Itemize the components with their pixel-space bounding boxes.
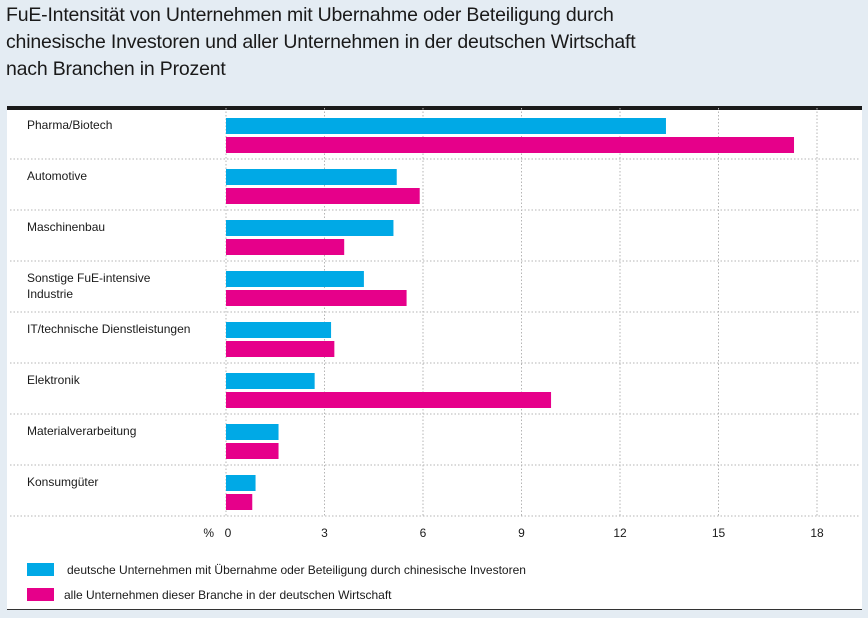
title-line-1: FuE-Intensität von Unternehmen mit Ubern… — [6, 4, 614, 26]
x-tick-label: 9 — [518, 526, 525, 540]
bar-chinese-investors — [226, 271, 364, 287]
category-label: Pharma/Biotech — [27, 118, 112, 132]
bar-all-companies — [226, 392, 552, 408]
category-label: Sonstige FuE-intensive — [27, 271, 151, 285]
x-axis-unit-label: % — [203, 526, 214, 540]
x-tick-label: 15 — [712, 526, 726, 540]
bar-all-companies — [226, 188, 420, 204]
category-label: Industrie — [27, 287, 73, 301]
bar-chinese-investors — [226, 118, 666, 134]
chart-panel — [7, 106, 862, 610]
category-label: Maschinenbau — [27, 220, 105, 234]
bar-all-companies — [226, 494, 253, 510]
x-tick-label: 0 — [225, 526, 232, 540]
x-tick-label: 3 — [321, 526, 328, 540]
title-line-2: chinesische Investoren und aller Unterne… — [6, 31, 636, 53]
legend-label: deutsche Unternehmen mit Übernahme oder … — [67, 563, 526, 577]
category-label: Konsumgüter — [27, 475, 98, 489]
bar-chinese-investors — [226, 475, 256, 491]
category-label: IT/technische Dienstleistungen — [27, 322, 190, 336]
x-tick-label: 12 — [613, 526, 627, 540]
bar-chinese-investors — [226, 424, 279, 440]
bar-all-companies — [226, 239, 345, 255]
x-tick-label: 6 — [420, 526, 427, 540]
bar-all-companies — [226, 443, 279, 459]
legend-label: alle Unternehmen dieser Branche in der d… — [64, 588, 392, 602]
bar-all-companies — [226, 341, 335, 357]
bar-chinese-investors — [226, 169, 397, 185]
bar-chinese-investors — [226, 220, 394, 236]
chart-title: FuE-Intensität von Unternehmen mit Ubern… — [6, 2, 856, 83]
legend-swatch — [27, 588, 54, 601]
x-tick-label: 18 — [810, 526, 824, 540]
bar-all-companies — [226, 290, 407, 306]
bar-all-companies — [226, 137, 795, 153]
category-label: Automotive — [27, 169, 87, 183]
category-label: Elektronik — [27, 373, 81, 387]
title-line-3: nach Branchen in Prozent — [6, 58, 226, 80]
legend-swatch — [27, 563, 54, 576]
bar-chinese-investors — [226, 322, 332, 338]
category-label: Materialverarbeitung — [27, 424, 136, 438]
bar-chinese-investors — [226, 373, 315, 389]
